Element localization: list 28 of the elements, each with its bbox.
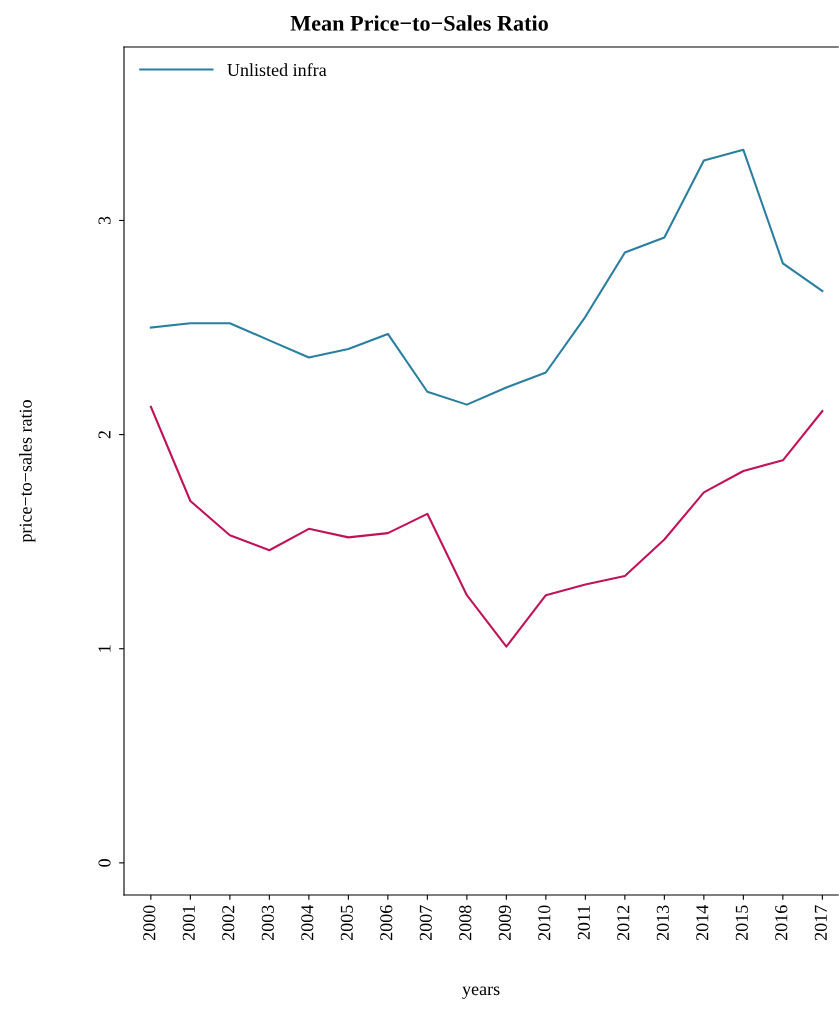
x-tick-label: 2011	[577, 905, 590, 940]
x-tick-label: 2006	[380, 905, 393, 941]
y-tick-label: 3	[98, 216, 111, 225]
x-axis-title: years	[462, 986, 500, 999]
x-tick-label: 2000	[143, 905, 156, 941]
x-tick-label: 2001	[182, 905, 195, 941]
line-series	[149, 405, 824, 648]
x-tick-label: 2014	[696, 905, 709, 941]
x-tick-label: 2008	[459, 905, 472, 941]
x-tick-label: 2005	[340, 905, 353, 941]
x-tick-label: 2002	[222, 905, 235, 941]
x-tick-label: 2007	[419, 905, 432, 941]
x-tick-label: 2013	[656, 905, 669, 941]
x-tick-label: 2016	[775, 905, 788, 941]
y-tick-label: 0	[98, 859, 111, 867]
x-tick-label: 2015	[735, 905, 748, 941]
x-tick-label: 2010	[538, 905, 551, 941]
y-tick-label: 1	[98, 645, 111, 652]
y-axis-title: price−to−sales ratio	[19, 400, 36, 543]
y-tick-label: 2	[98, 431, 111, 439]
x-tick-label: 2012	[617, 905, 630, 941]
line-series	[149, 148, 824, 406]
x-tick-label: 2017	[814, 905, 827, 941]
x-tick-label: 2004	[301, 905, 314, 941]
chart-title: Mean Price−to−Sales Ratio	[290, 15, 548, 31]
x-tick-label: 2009	[498, 905, 511, 941]
legend-label: Unlisted infra	[227, 63, 327, 77]
x-tick-label: 2003	[261, 905, 274, 941]
